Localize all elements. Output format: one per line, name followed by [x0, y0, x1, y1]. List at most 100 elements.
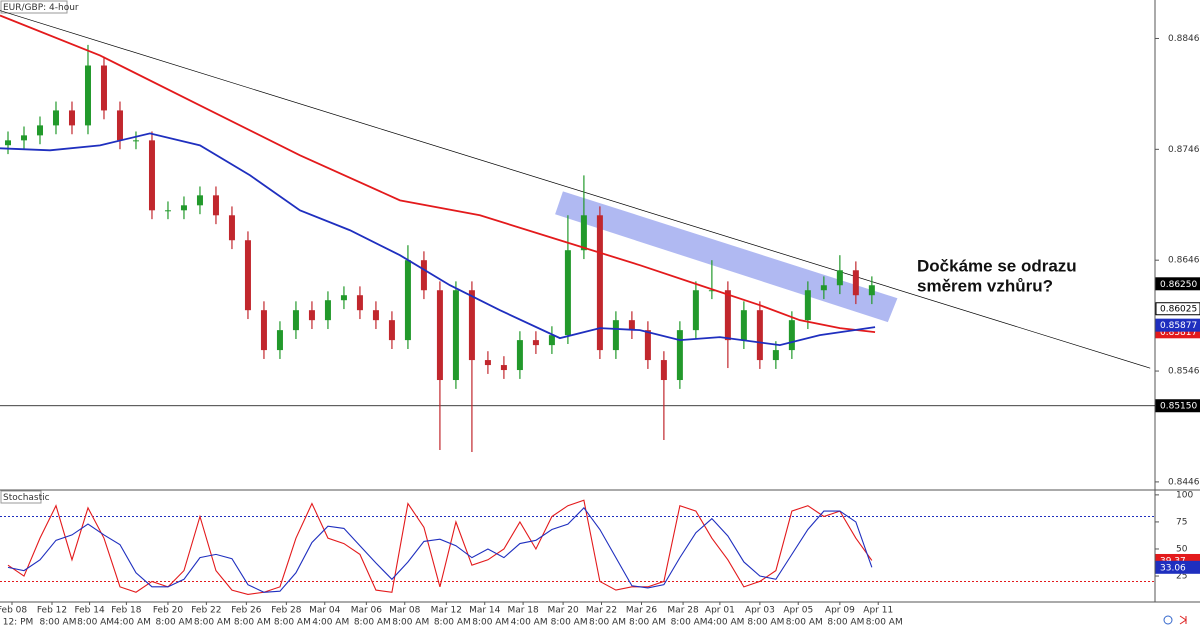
candle-body	[660, 360, 667, 381]
y-tick-label: 0.87463	[1168, 145, 1200, 155]
candle-body	[244, 240, 251, 311]
x-tick-label: Mar 14	[469, 606, 501, 616]
x-tick-label: Mar 28	[667, 606, 699, 616]
candle-body	[532, 340, 539, 346]
candle-body	[36, 125, 43, 136]
icon[interactable]	[1179, 615, 1187, 625]
stochastic-line	[7, 507, 873, 593]
x-tick-sublabel: 8:00 AM	[866, 618, 903, 628]
chart-title: EUR/GBP: 4-hour	[3, 3, 79, 13]
candle-body	[644, 330, 651, 361]
x-tick-sublabel: 8:00 AM	[434, 618, 471, 628]
x-tick-label: Feb 14	[74, 606, 105, 616]
title-box	[0, 490, 42, 504]
x-tick-sublabel: 8:00 AM	[392, 618, 429, 628]
x-tick-sublabel: 4:00 AM	[114, 618, 151, 628]
candle-body	[308, 310, 315, 321]
price-label-box	[1155, 277, 1200, 291]
candle-body	[580, 215, 587, 251]
candle-body	[484, 360, 491, 366]
x-tick-label: Mar 06	[351, 606, 383, 616]
candle-body	[724, 290, 731, 341]
icon[interactable]	[1163, 615, 1173, 625]
candle-body	[260, 310, 267, 351]
x-tick-sublabel: 8:00 AM	[354, 618, 391, 628]
x-tick-label: Feb 22	[191, 606, 221, 616]
price-label: 0.86025	[1160, 305, 1197, 315]
x-tick-sublabel: 4:00 AM	[707, 618, 744, 628]
x-tick-label: Mar 22	[586, 606, 617, 616]
candle-body	[228, 215, 235, 241]
candle-body	[68, 110, 75, 126]
candle-body	[148, 140, 155, 211]
y-tick-label: 0.86463	[1168, 256, 1200, 266]
candle-body	[20, 135, 27, 141]
x-tick-label: Feb 08	[0, 606, 27, 616]
x-tick-label: Mar 18	[507, 606, 539, 616]
candle-body	[628, 320, 635, 331]
candle-body	[132, 140, 139, 142]
candle-body	[116, 110, 123, 141]
x-tick-sublabel: 4:00 AM	[511, 618, 548, 628]
candle-body	[740, 310, 747, 341]
candle-body	[292, 310, 299, 331]
price-label-box	[1155, 318, 1200, 332]
candle-body	[4, 140, 11, 146]
candle-body	[596, 215, 603, 351]
candle-body	[708, 290, 715, 292]
candle-body	[340, 295, 347, 301]
x-tick-label: Feb 18	[111, 606, 142, 616]
y-tick-label: 75	[1176, 517, 1187, 527]
x-tick-label: Apr 09	[825, 606, 855, 616]
candle-body	[324, 300, 331, 321]
price-label: 0.85817	[1160, 328, 1197, 338]
x-tick-label: Mar 04	[309, 606, 341, 616]
x-tick-sublabel: 8:00 AM	[155, 618, 192, 628]
x-tick-sublabel: 8:00 AM	[39, 618, 76, 628]
candle-body	[836, 270, 843, 286]
price-label-box	[1155, 399, 1200, 413]
x-tick-sublabel: 8:00 AM	[551, 618, 588, 628]
candle-body	[196, 195, 203, 206]
x-tick-label: Apr 05	[783, 606, 813, 616]
x-tick-sublabel: 8:00 AM	[629, 618, 666, 628]
bottom-icons[interactable]	[1163, 615, 1187, 625]
x-tick-sublabel: 8:00 AM	[589, 618, 626, 628]
candle-body	[516, 340, 523, 371]
x-tick-label: Feb 28	[271, 606, 302, 616]
price-label: 33.06	[1160, 563, 1186, 573]
candle-body	[180, 205, 187, 211]
candle-body	[788, 320, 795, 351]
candle-body	[164, 210, 171, 212]
moving-average	[0, 132, 876, 347]
x-tick-sublabel: 8:00 AM	[274, 618, 311, 628]
candle-body	[756, 310, 763, 361]
x-tick-label: Feb 12	[37, 606, 67, 616]
channel	[555, 191, 898, 323]
x-tick-label: Apr 11	[863, 606, 893, 616]
y-tick-label: 0.84463	[1168, 477, 1200, 487]
candle-body	[420, 260, 427, 291]
candle-body	[500, 365, 507, 371]
candle-body	[52, 110, 59, 126]
x-tick-label: Mar 08	[389, 606, 421, 616]
candle-body	[404, 260, 411, 341]
candle-body	[612, 320, 619, 351]
x-tick-sublabel: 8:00 AM	[77, 618, 114, 628]
x-tick-sublabel: 8:00 AM	[827, 618, 864, 628]
x-tick-sublabel: 8:00 AM	[786, 618, 823, 628]
y-tick-label: 0.88463	[1168, 34, 1200, 44]
panel-title: Stochastic	[3, 493, 50, 503]
y-tick-label: 25	[1176, 572, 1187, 582]
price-label: 0.86250	[1160, 280, 1197, 290]
candle-body	[772, 350, 779, 361]
price-label: 0.85877	[1160, 321, 1197, 331]
x-tick-label: Mar 26	[626, 606, 658, 616]
x-tick-label: Mar 20	[547, 606, 579, 616]
stochastic-line	[7, 499, 873, 595]
x-tick-label: Feb 20	[153, 606, 184, 616]
title-box	[0, 0, 68, 14]
candle-body	[372, 310, 379, 321]
